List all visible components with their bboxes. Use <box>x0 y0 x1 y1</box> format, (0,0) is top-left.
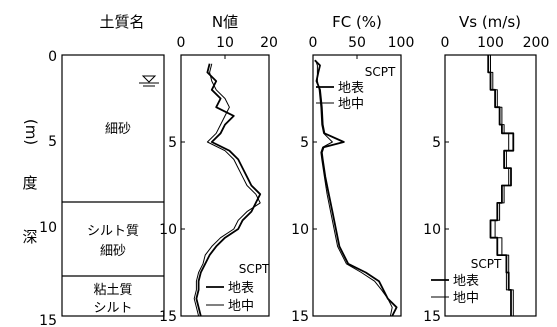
fines-content-title: FC (%) <box>332 13 382 31</box>
soil-column-panel: 土質名 0 5 10 15 細砂 シルト質 細砂 粘土質 シルト <box>39 13 165 327</box>
layer-label-silty-fine-sand-line-2: 細砂 <box>100 244 126 259</box>
n-value-legend-label: 地中 <box>228 299 254 314</box>
n-value-x-tick-label: 10 <box>216 35 234 51</box>
shear-wave-velocity-series-line-2 <box>490 55 514 316</box>
n-value-series-line-1 <box>195 63 262 317</box>
fines-content-y-tick-label: 10 <box>291 222 309 238</box>
shear-wave-velocity-y-tick-label: 10 <box>423 222 441 238</box>
soil-column-title: 土質名 <box>99 13 144 31</box>
depth-tick-label: 0 <box>48 49 57 65</box>
shear-wave-velocity-series-line-1 <box>487 55 515 316</box>
shear-wave-velocity-legend-label: 地中 <box>453 291 479 306</box>
n-value-x-tick-label: 20 <box>260 35 278 51</box>
layer-label-silty-fine-sand-line-1: シルト質 <box>87 224 139 239</box>
shear-wave-velocity-x-tick-label: 0 <box>441 35 450 51</box>
n-value-series-line-2 <box>193 63 261 317</box>
fines-content-x-tick-label: 100 <box>388 35 415 51</box>
depth-axis-label: 深 度 (m) <box>22 119 40 246</box>
layer-label-clayey-silt-line-1: 粘土質 <box>93 283 132 298</box>
depth-axis-label-char-2: 度 <box>22 174 37 192</box>
shear-wave-velocity-y-tick-label: 15 <box>423 309 441 325</box>
water-table-symbol <box>139 75 159 87</box>
shear-wave-velocity-x-tick-label: 200 <box>523 35 550 51</box>
n-value-y-tick-label: 10 <box>159 222 177 238</box>
n-value-legend-label: 地表 <box>228 281 254 296</box>
fines-content-x-tick-label: 0 <box>309 35 318 51</box>
shear-wave-velocity-title: Vs (m/s) <box>459 13 521 31</box>
depth-tick-label: 10 <box>39 220 57 236</box>
fines-content-legend-label: 地中 <box>338 97 364 112</box>
depth-axis-label-unit: (m) <box>22 119 40 145</box>
fines-content-series-line-2 <box>315 60 393 317</box>
depth-tick-label: 5 <box>48 134 57 150</box>
n-value-y-tick-label: 5 <box>168 135 177 151</box>
n-value-y-tick-label: 15 <box>159 309 177 325</box>
n-value-plot-frame <box>180 54 270 317</box>
soil-depth-ticks: 0 5 10 15 <box>39 49 57 327</box>
fines-content-y-tick-label: 5 <box>300 135 309 151</box>
fines-content-legend-label: 地表 <box>338 81 364 96</box>
layer-label-clayey-silt-line-2: シルト <box>93 301 132 316</box>
depth-axis-label-char-1: 深 <box>22 228 37 246</box>
shear-wave-velocity-legend-title: SCPT <box>471 257 502 271</box>
n-value-title: N値 <box>212 13 238 31</box>
fines-content-x-tick-label: 50 <box>348 35 366 51</box>
fines-content-series-line-1 <box>314 59 398 317</box>
shear-wave-velocity-x-tick-label: 100 <box>477 35 504 51</box>
shear-wave-velocity-legend-label: 地表 <box>453 274 479 289</box>
soil-column-frame <box>61 54 165 317</box>
n-value-legend-title: SCPT <box>239 262 270 276</box>
depth-tick-label: 15 <box>39 313 57 327</box>
water-table-triangle <box>141 75 157 83</box>
fines-content-y-tick-label: 15 <box>291 309 309 325</box>
shear-wave-velocity-y-tick-label: 5 <box>432 135 441 151</box>
layer-label-fine-sand: 細砂 <box>105 122 131 137</box>
n-value-x-tick-label: 0 <box>177 35 186 51</box>
fines-content-legend-title: SCPT <box>365 65 396 79</box>
